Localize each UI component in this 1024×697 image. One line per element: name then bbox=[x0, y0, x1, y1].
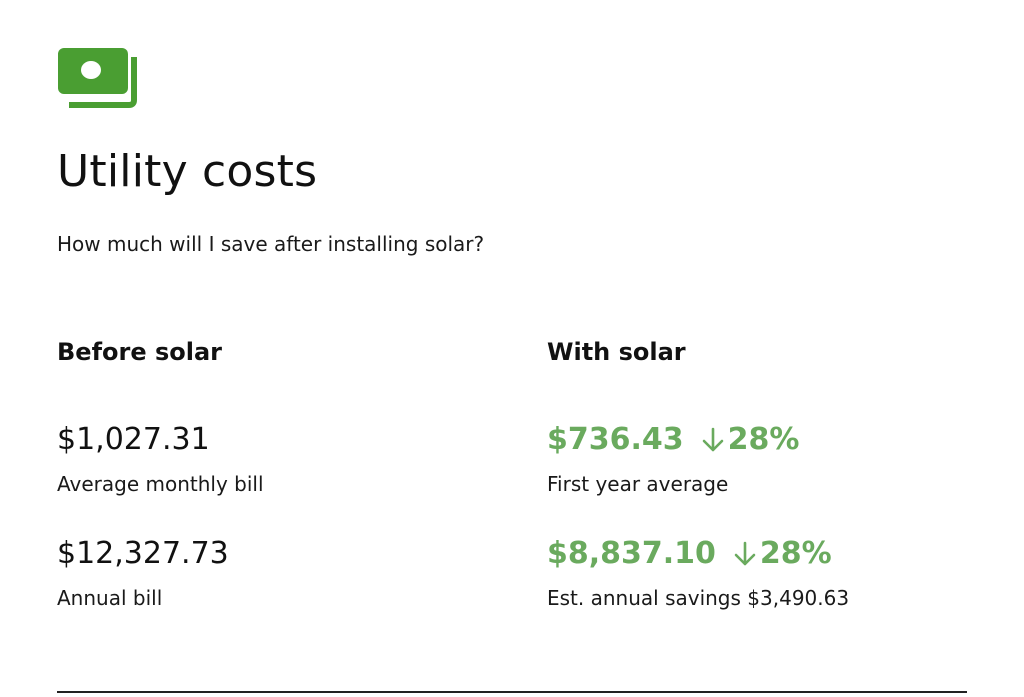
before-monthly-caption: Average monthly bill bbox=[57, 472, 264, 496]
money-bills-icon bbox=[58, 48, 140, 108]
with-monthly-amount: $736.43 bbox=[547, 422, 684, 457]
page-title: Utility costs bbox=[57, 146, 318, 197]
with-annual-caption: Est. annual savings $3,490.63 bbox=[547, 586, 850, 610]
with-solar-heading: With solar bbox=[547, 338, 686, 366]
with-annual-value: $8,837.10 28% bbox=[547, 536, 967, 572]
with-annual-amount: $8,837.10 bbox=[547, 536, 716, 571]
before-solar-column: Before solar $1,027.31 Average monthly b… bbox=[57, 338, 477, 610]
section-divider bbox=[57, 691, 967, 693]
arrow-down-icon bbox=[734, 541, 756, 566]
before-annual-amount: $12,327.73 bbox=[57, 536, 229, 571]
with-annual-change: 28% bbox=[734, 536, 832, 572]
with-monthly-value: $736.43 28% bbox=[547, 422, 967, 458]
before-annual-caption: Annual bill bbox=[57, 586, 163, 610]
with-monthly-caption: First year average bbox=[547, 472, 729, 496]
with-annual-change-percent: 28% bbox=[759, 536, 832, 571]
with-monthly-change-percent: 28% bbox=[727, 422, 800, 457]
before-monthly-value: $1,027.31 bbox=[57, 422, 477, 458]
before-monthly-amount: $1,027.31 bbox=[57, 422, 210, 457]
before-solar-heading: Before solar bbox=[57, 338, 222, 366]
page-subtitle: How much will I save after installing so… bbox=[57, 232, 485, 256]
before-annual-value: $12,327.73 bbox=[57, 536, 477, 572]
with-monthly-change: 28% bbox=[702, 422, 800, 458]
arrow-down-icon bbox=[702, 427, 723, 452]
with-solar-column: With solar $736.43 28% First year averag… bbox=[547, 338, 967, 610]
